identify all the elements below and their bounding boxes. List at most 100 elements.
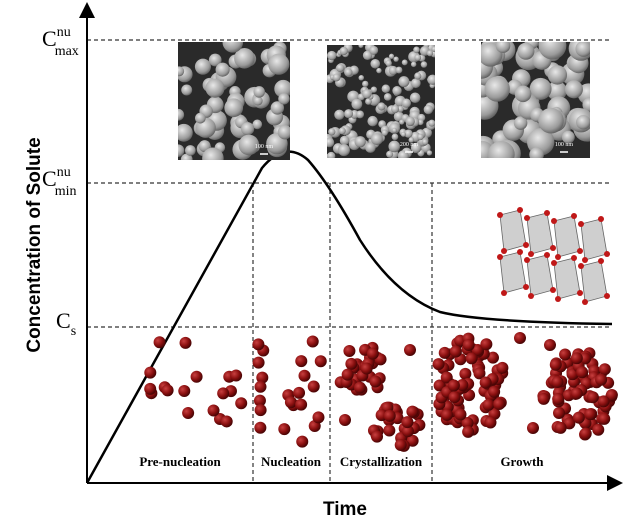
sem-particle <box>391 127 398 133</box>
particle <box>527 422 539 434</box>
crystal-atom <box>501 290 507 296</box>
crystal-atom <box>551 260 557 266</box>
sem-particle <box>208 53 222 67</box>
sem-particle <box>401 59 408 66</box>
crystal-atom <box>528 251 534 257</box>
sem-particle <box>391 133 399 141</box>
sem-particle <box>393 56 399 62</box>
particle <box>314 355 327 368</box>
level-base: C <box>42 166 57 191</box>
scale-label: 100 nm <box>555 142 574 148</box>
particle <box>295 355 308 368</box>
particle <box>307 380 320 393</box>
sem-particle <box>575 42 590 57</box>
particle <box>462 338 475 351</box>
sem-particle <box>385 60 392 67</box>
particle <box>484 416 497 429</box>
sem-particle <box>240 122 255 136</box>
particle <box>447 379 460 392</box>
particle <box>284 396 297 409</box>
sem-particle <box>224 98 244 118</box>
particle <box>343 344 356 357</box>
sem-particle <box>428 119 435 127</box>
sem-particle <box>388 53 395 59</box>
sem-particle <box>336 63 345 72</box>
particle <box>553 407 566 420</box>
particle <box>462 425 475 438</box>
crystal-polyhedron <box>553 257 581 300</box>
particle <box>383 409 396 422</box>
sem-particle <box>185 145 196 156</box>
particle <box>576 366 589 379</box>
particle <box>404 344 416 356</box>
crystal-atom <box>582 299 588 305</box>
sem-particle <box>388 65 398 75</box>
particle <box>440 371 453 384</box>
particle <box>432 358 445 371</box>
sem-particle <box>376 67 382 74</box>
sem-particle <box>370 58 381 69</box>
particle <box>584 408 597 421</box>
particle <box>293 386 306 399</box>
particle <box>486 351 499 364</box>
particle <box>537 392 550 405</box>
sem-particle <box>417 119 424 126</box>
particle <box>220 415 233 428</box>
sem-particle <box>417 133 424 141</box>
particle <box>493 397 506 410</box>
particle <box>383 424 396 437</box>
crystal-polyhedron <box>526 254 554 297</box>
sem-particle <box>529 147 544 158</box>
sem-particle <box>181 84 193 96</box>
particle <box>605 388 618 401</box>
crystal-atom <box>524 215 530 221</box>
crystal-atom <box>497 254 503 260</box>
sem-particle <box>392 86 402 96</box>
sem-particle <box>362 50 373 61</box>
sem-particle <box>410 78 421 89</box>
particle <box>471 344 484 357</box>
sem-particle <box>252 119 263 130</box>
sem-particle <box>401 98 412 108</box>
crystal-polyhedron <box>580 218 608 261</box>
particle <box>254 404 267 417</box>
sem-particle <box>332 73 341 82</box>
sem-particle <box>395 66 403 74</box>
sem-particle <box>538 107 564 134</box>
sem-particle <box>178 144 185 157</box>
sem-particle <box>253 96 263 106</box>
sem-particle <box>327 137 335 148</box>
crystal-atom <box>544 252 550 258</box>
sem-particle <box>381 84 391 93</box>
sem-particle <box>426 50 434 57</box>
crystal-atom <box>571 255 577 261</box>
sem-particle <box>404 129 413 138</box>
sem-particle <box>561 130 575 144</box>
sem-particle <box>205 78 225 98</box>
sem-particle <box>194 112 206 124</box>
crystal-polyhedron <box>499 251 527 294</box>
sem-particle <box>339 46 348 56</box>
particle <box>217 387 230 400</box>
sem-particle <box>278 93 290 105</box>
crystal-atom <box>578 263 584 269</box>
sem-particle <box>178 123 193 142</box>
sem-particle <box>398 76 410 88</box>
crystal-atom <box>598 216 604 222</box>
sem-particle <box>274 79 290 98</box>
sem-particle <box>327 151 336 158</box>
sem-particle <box>362 80 369 88</box>
particle <box>179 336 192 349</box>
sem-particle <box>327 50 337 61</box>
particle <box>401 416 414 429</box>
particle <box>252 338 265 351</box>
crystal-atom <box>544 210 550 216</box>
particle <box>551 376 564 389</box>
particle <box>598 412 611 425</box>
illustrations: 100 nm 200 nm 100 nm <box>144 42 618 452</box>
particle <box>345 357 358 370</box>
particle <box>454 408 467 421</box>
particle <box>278 423 291 436</box>
particle <box>488 385 501 398</box>
particle <box>552 393 565 406</box>
